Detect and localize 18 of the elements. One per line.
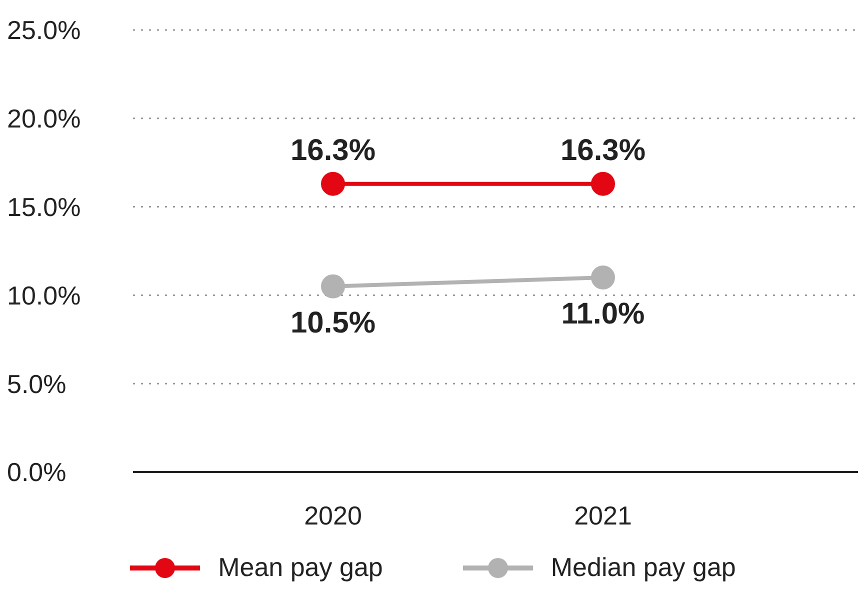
point: [591, 266, 615, 290]
data-label: 16.3%: [290, 134, 376, 167]
y-tick-label: 20.0%: [7, 104, 81, 134]
x-tick-label: 2021: [574, 500, 632, 530]
y-tick-label: 10.0%: [7, 280, 81, 310]
y-tick-label: 25.0%: [7, 15, 81, 46]
y-tick-label: 0.0%: [7, 457, 66, 488]
data-label: 10.5%: [290, 306, 376, 340]
y-tick-label: 5.0%: [7, 368, 66, 399]
legend-label: Median pay gap: [550, 552, 736, 583]
point: [321, 274, 345, 298]
point: [591, 172, 615, 196]
data-label: 11.0%: [561, 298, 645, 331]
y-tick-label: 15.0%: [7, 192, 81, 222]
x-tick-label: 2020: [304, 500, 362, 530]
data-label: 16.3%: [560, 134, 646, 167]
point: [321, 172, 345, 196]
legend-label: Mean pay gap: [218, 552, 383, 583]
